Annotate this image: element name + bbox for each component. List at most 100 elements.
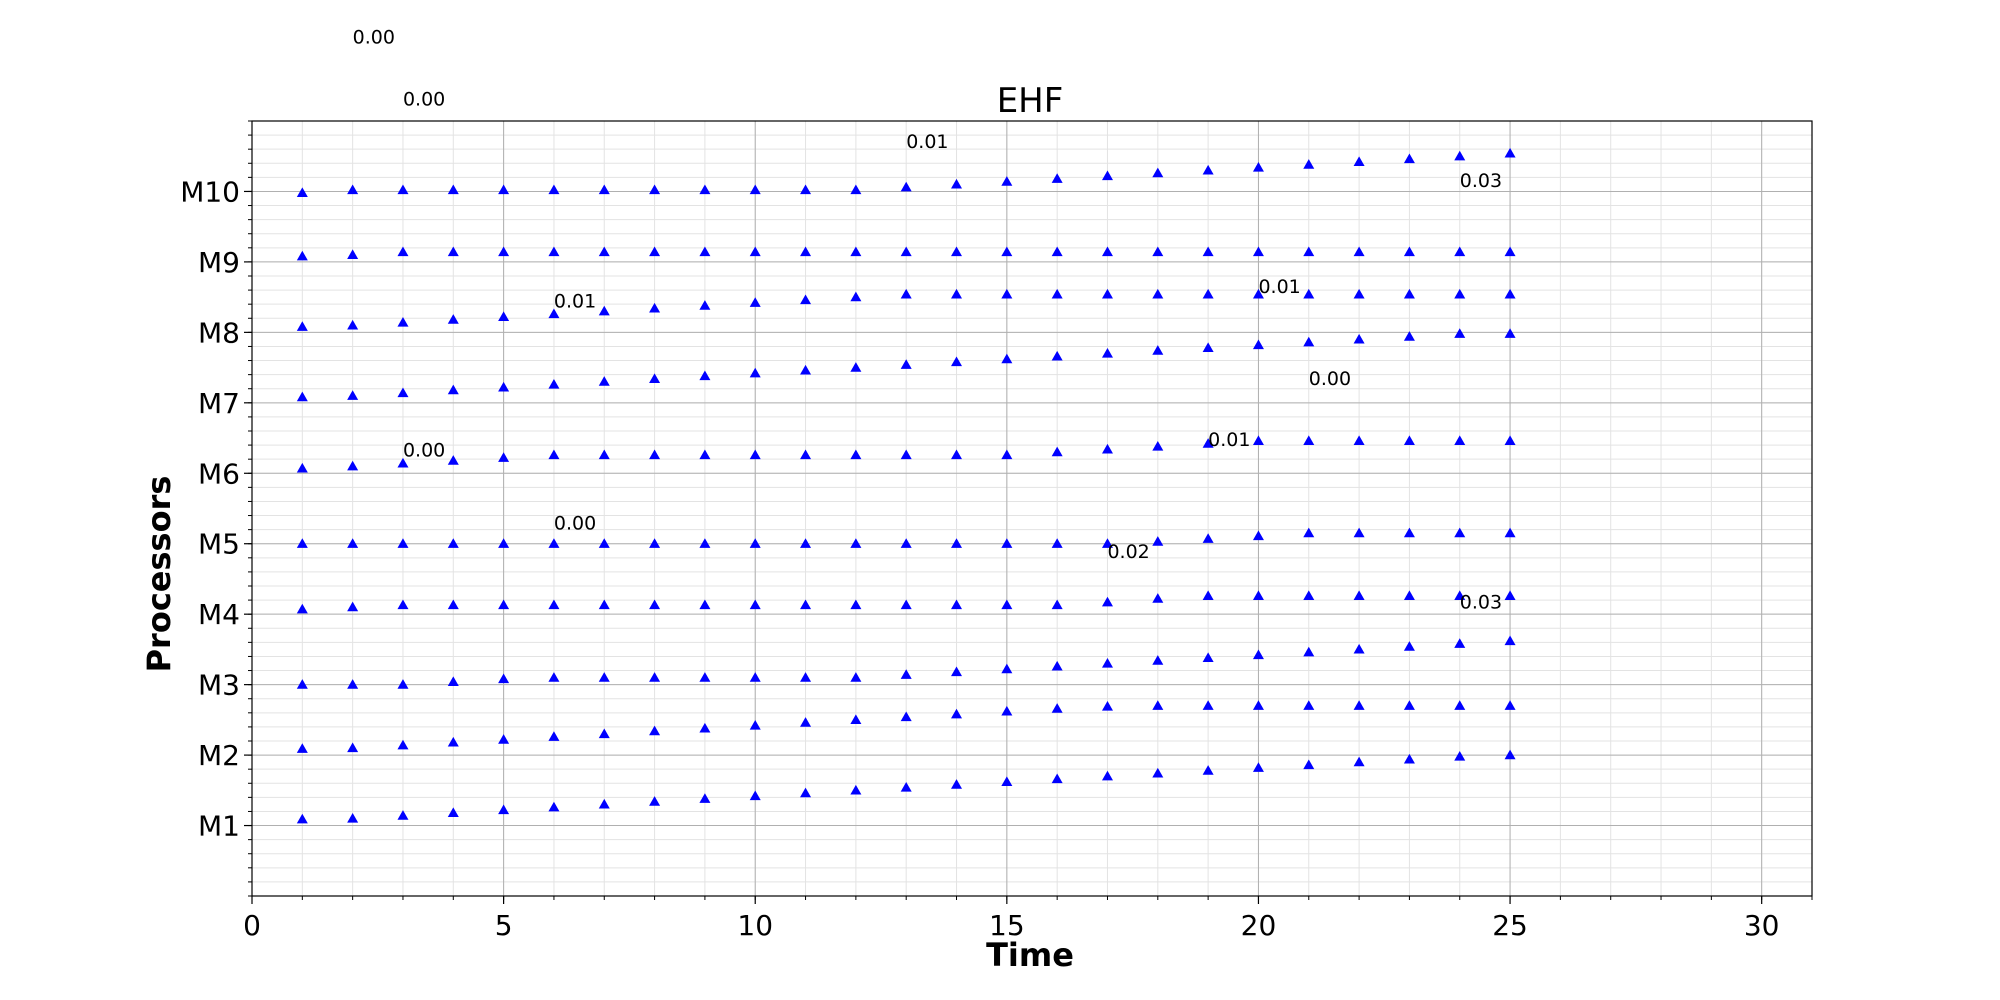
value-annotation: 0.02 [1107, 541, 1149, 563]
data-point-m7 [800, 364, 812, 375]
data-point-m1 [900, 782, 912, 792]
data-point-m6 [498, 452, 510, 462]
data-point-m1 [1353, 756, 1365, 767]
data-point-m3 [598, 672, 610, 682]
data-point-m1 [951, 779, 963, 789]
data-point-m1 [800, 787, 812, 798]
data-point-m2 [548, 731, 560, 741]
value-annotation: 0.00 [1309, 368, 1351, 390]
data-point-m7 [1353, 333, 1365, 344]
data-point-m3 [850, 672, 862, 682]
data-point-m9 [1303, 246, 1315, 257]
data-point-m3 [1101, 658, 1113, 668]
data-point-m10 [598, 184, 610, 195]
data-point-m2 [1101, 700, 1113, 711]
data-point-m10 [749, 184, 761, 195]
data-point-m3 [1252, 649, 1264, 660]
y-tick-label: M7 [198, 387, 240, 420]
data-point-m6 [1101, 443, 1113, 454]
data-point-m6 [1303, 435, 1315, 445]
data-point-m10 [850, 184, 862, 195]
value-annotation: 0.00 [554, 513, 596, 535]
data-point-m5 [1051, 538, 1063, 548]
y-tick-label: M6 [198, 457, 240, 490]
data-point-m6 [1353, 435, 1365, 445]
data-point-m10 [296, 187, 308, 197]
data-point-m8 [397, 317, 409, 327]
data-point-m6 [649, 449, 661, 460]
data-point-m3 [900, 669, 912, 679]
data-point-m2 [951, 708, 963, 719]
data-point-m9 [548, 246, 560, 257]
data-point-m5 [649, 538, 661, 548]
plot-area-frame [251, 120, 1813, 897]
data-point-m8 [1353, 288, 1365, 299]
y-tick-label: M9 [198, 246, 240, 279]
data-point-m2 [699, 722, 711, 733]
y-axis-label: Processors [140, 476, 178, 673]
data-point-m2 [1152, 700, 1164, 710]
data-point-m1 [1101, 770, 1113, 781]
data-point-m7 [850, 362, 862, 372]
data-point-m2 [1051, 703, 1063, 713]
data-point-m2 [900, 711, 912, 722]
data-point-m4 [800, 599, 812, 610]
data-point-m3 [1353, 643, 1365, 654]
data-point-m5 [296, 538, 308, 548]
data-point-m6 [699, 449, 711, 460]
data-point-m1 [1504, 749, 1516, 760]
data-point-m4 [1504, 590, 1516, 600]
x-tick-label: 25 [1492, 909, 1528, 942]
data-point-m8 [1454, 288, 1466, 299]
data-point-m5 [1101, 538, 1113, 548]
data-point-m10 [1101, 170, 1113, 181]
data-point-m10 [800, 184, 812, 195]
data-point-m10 [1202, 164, 1214, 175]
data-point-m9 [1454, 246, 1466, 257]
data-point-m3 [951, 666, 963, 677]
data-point-m8 [1504, 288, 1516, 299]
data-point-m4 [447, 599, 459, 610]
x-axis: 0 5 10 15 20 25 30 [243, 896, 1813, 942]
data-point-m10 [1303, 159, 1315, 169]
annotations: 0.00 0.00 0.01 0.03 0.01 0.01 0.00 0.00 0.01 0.00… [353, 27, 1502, 614]
data-point-m2 [598, 728, 610, 739]
data-point-m5 [1454, 527, 1466, 538]
data-point-m10 [1252, 162, 1264, 172]
data-point-m4 [850, 599, 862, 610]
y-tick-label: M2 [198, 739, 240, 772]
data-point-m9 [1252, 246, 1264, 257]
data-point-m1 [1403, 753, 1415, 764]
data-point-m8 [1152, 288, 1164, 299]
data-point-m8 [1252, 288, 1264, 299]
data-point-m9 [1101, 246, 1113, 257]
data-point-m4 [1051, 599, 1063, 610]
data-point-m9 [347, 249, 359, 259]
data-point-m4 [649, 599, 661, 610]
data-point-m9 [498, 246, 510, 257]
data-point-m2 [1403, 700, 1415, 710]
data-point-m6 [1504, 435, 1516, 445]
data-point-m4 [900, 599, 912, 610]
data-point-m3 [347, 679, 359, 689]
data-point-m4 [951, 599, 963, 610]
x-tick-label: 0 [243, 909, 261, 942]
x-tick-label: 30 [1744, 909, 1780, 942]
data-point-m5 [1001, 538, 1013, 548]
data-point-m1 [397, 810, 409, 820]
data-point-m8 [699, 300, 711, 310]
data-point-m7 [397, 387, 409, 398]
data-point-m7 [498, 381, 510, 392]
data-point-m4 [296, 603, 308, 614]
data-point-m3 [296, 679, 308, 689]
data-point-m7 [598, 376, 610, 386]
value-annotation: 0.00 [403, 439, 445, 461]
data-point-m2 [1202, 700, 1214, 710]
data-point-m3 [699, 672, 711, 682]
data-point-m3 [800, 672, 812, 682]
data-point-m2 [800, 717, 812, 727]
data-point-m4 [1353, 590, 1365, 600]
data-point-m1 [1051, 773, 1063, 784]
data-point-m9 [850, 246, 862, 257]
data-point-m5 [498, 538, 510, 548]
